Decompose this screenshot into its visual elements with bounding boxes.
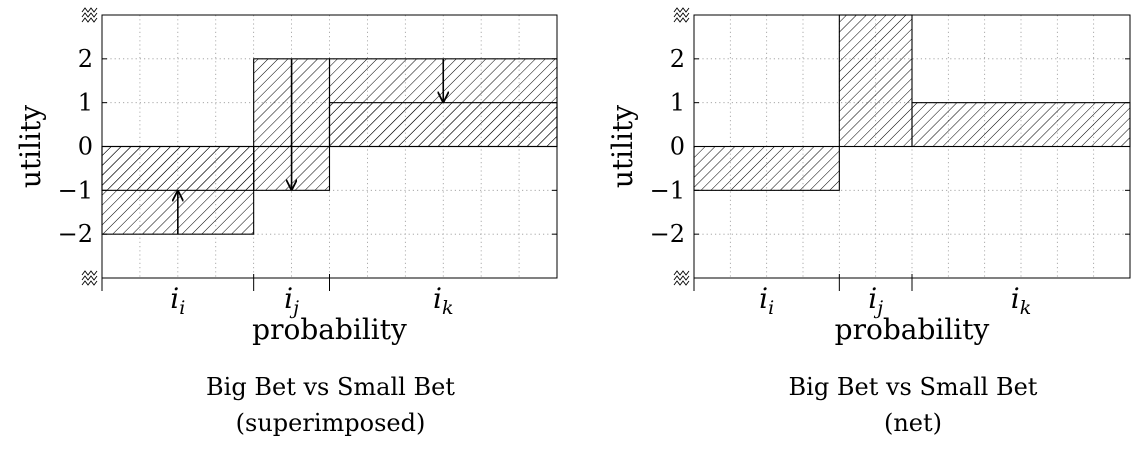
- y-axis-label: utility: [14, 105, 47, 188]
- break-squiggle: [81, 17, 98, 23]
- bar-i_i-series-1: [693, 145, 840, 191]
- break-squiggle: [81, 12, 98, 18]
- y-tick-label: −1: [58, 176, 93, 204]
- break-squiggle: [673, 275, 690, 281]
- bar-i_i-series-2: [101, 145, 255, 191]
- break-squiggle: [81, 275, 98, 281]
- category-label-i_k: ik: [1011, 282, 1031, 319]
- break-squiggle: [673, 12, 690, 18]
- bar-i_k-series-2: [328, 102, 558, 148]
- chart-title: Big Bet vs Small Bet: [206, 373, 455, 401]
- break-squiggle: [81, 270, 98, 276]
- break-squiggle: [81, 7, 98, 13]
- break-squiggle: [673, 270, 690, 276]
- chart-subtitle: (superimposed): [236, 409, 426, 437]
- y-tick-label: 2: [670, 45, 685, 73]
- y-tick-label: −1: [650, 176, 685, 204]
- chart-subtitle: (net): [884, 409, 942, 437]
- bar-i_k-series-1: [911, 102, 1131, 148]
- axis-break-icon: [673, 270, 699, 286]
- category-label-i_j: ij: [284, 282, 299, 319]
- y-tick-label: 0: [78, 133, 93, 161]
- category-label-i_k: ik: [433, 282, 453, 319]
- axis-break-icon: [81, 270, 107, 286]
- x-axis-label: probability: [252, 313, 407, 346]
- y-tick-label: −2: [650, 220, 685, 248]
- break-squiggle: [673, 7, 690, 13]
- category-label-i_i: ii: [759, 282, 774, 319]
- y-axis-label: utility: [606, 105, 639, 188]
- category-label-i_j: ij: [868, 282, 883, 319]
- y-tick-label: 0: [670, 133, 685, 161]
- chart-panel-1: −2 −1 0 1 2 ii ij ik probability utility Big Bet v…: [14, 7, 558, 437]
- chart-title: Big Bet vs Small Bet: [789, 373, 1038, 401]
- y-tick-label: 1: [670, 89, 685, 117]
- y-tick-label: −2: [58, 220, 93, 248]
- axis-break-icon: [81, 7, 107, 23]
- break-squiggle: [673, 280, 690, 286]
- y-tick-label: 1: [78, 89, 93, 117]
- y-tick-label: 2: [78, 45, 93, 73]
- bar-i_j-series-1: [838, 14, 913, 148]
- break-squiggle: [673, 17, 690, 23]
- chart-panel-2: −2 −1 0 1 2 ii ij ik probability utility Big Bet v…: [606, 7, 1131, 437]
- break-squiggle: [81, 280, 98, 286]
- axis-break-icon: [673, 7, 699, 23]
- category-label-i_i: ii: [170, 282, 185, 319]
- grid: [694, 15, 1130, 278]
- x-axis-label: probability: [835, 313, 990, 346]
